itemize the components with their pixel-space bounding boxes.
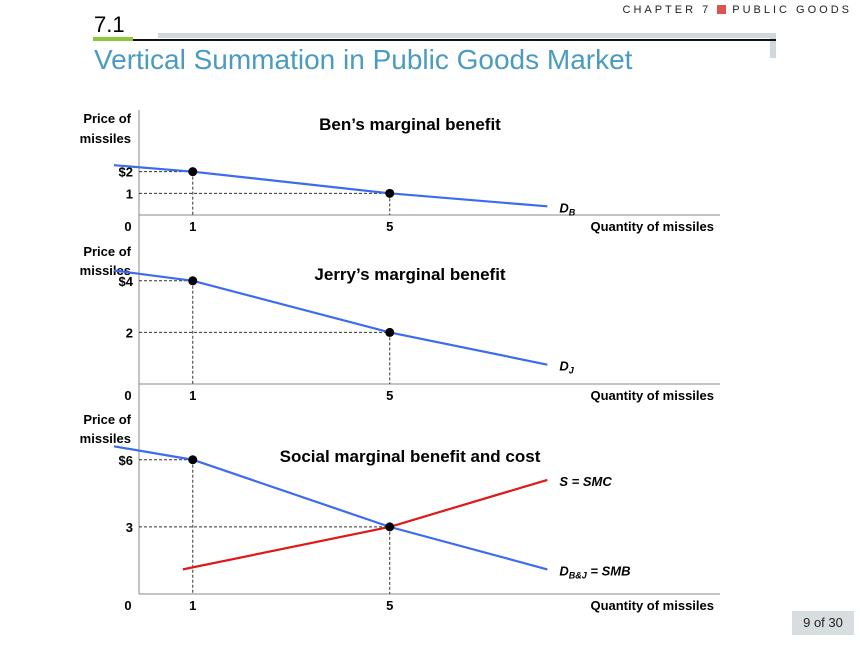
y-axis-label-line2: missiles — [80, 263, 131, 278]
y-axis-label-line1: Price of — [83, 111, 131, 126]
series-label: DB — [559, 200, 575, 217]
y-axis-label-line1: Price of — [83, 244, 131, 259]
x-tick-label: 5 — [386, 388, 393, 403]
chart-title: Ben’s marginal benefit — [319, 115, 501, 134]
series-label: DJ — [559, 359, 574, 376]
series-line-1 — [113, 445, 548, 571]
origin-label: 0 — [124, 219, 131, 234]
header-rule-gray — [158, 33, 776, 38]
page-number: 9 of 30 — [792, 611, 854, 635]
header-rule — [93, 39, 776, 41]
x-tick-label: 5 — [386, 598, 393, 613]
chart-title: Jerry’s marginal benefit — [314, 265, 506, 284]
y-tick-label: 3 — [126, 520, 133, 535]
section-underline — [93, 37, 133, 41]
data-point — [385, 188, 395, 198]
x-axis-label: Quantity of missiles — [590, 219, 714, 234]
data-point — [188, 455, 198, 465]
x-tick-label: 1 — [189, 219, 196, 234]
slide-title: Vertical Summation in Public Goods Marke… — [94, 44, 633, 75]
section-number: 7.1 — [94, 12, 125, 37]
series-line-1 — [113, 269, 548, 366]
header-rule-gray-tab — [770, 33, 776, 58]
origin-label: 0 — [124, 388, 131, 403]
y-tick-label: 2 — [126, 325, 133, 340]
chart-panel-3: Price of missiles Quantity of missiles 0 Soc… — [80, 375, 720, 613]
y-axis-label-line2: missiles — [80, 431, 131, 446]
y-tick-label: $2 — [119, 165, 133, 180]
x-tick-label: 5 — [386, 219, 393, 234]
series-line-2 — [182, 478, 548, 571]
chapter-topic: PUBLIC GOODS — [732, 4, 852, 16]
chapter-label: CHAPTER 7 — [622, 4, 712, 16]
chart-panel-1: Price of missiles Quantity of missiles 0 Ben… — [80, 110, 720, 234]
y-axis-label-line2: missiles — [80, 131, 131, 146]
series-label: S = SMC — [559, 474, 612, 489]
data-point — [385, 327, 395, 337]
chart-panel-2: Price of missiles Quantity of missiles 0 Jer… — [80, 215, 720, 403]
data-point — [188, 276, 198, 286]
x-axis-label: Quantity of missiles — [590, 598, 714, 613]
y-tick-label: 1 — [126, 186, 133, 201]
y-tick-label: $6 — [119, 453, 133, 468]
y-axis-label-line1: Price of — [83, 412, 131, 427]
series-label: DB&J = SMB — [559, 563, 630, 580]
x-tick-label: 1 — [189, 388, 196, 403]
x-tick-label: 1 — [189, 598, 196, 613]
data-point — [385, 522, 395, 532]
chart-title: Social marginal benefit and cost — [280, 447, 541, 466]
data-point — [188, 167, 198, 177]
series-line-1 — [113, 164, 548, 208]
x-axis-label: Quantity of missiles — [590, 388, 714, 403]
origin-label: 0 — [124, 598, 131, 613]
chapter-header: CHAPTER 7 PUBLIC GOODS — [623, 4, 853, 16]
y-tick-label: $4 — [119, 274, 134, 289]
square-icon — [717, 5, 727, 14]
